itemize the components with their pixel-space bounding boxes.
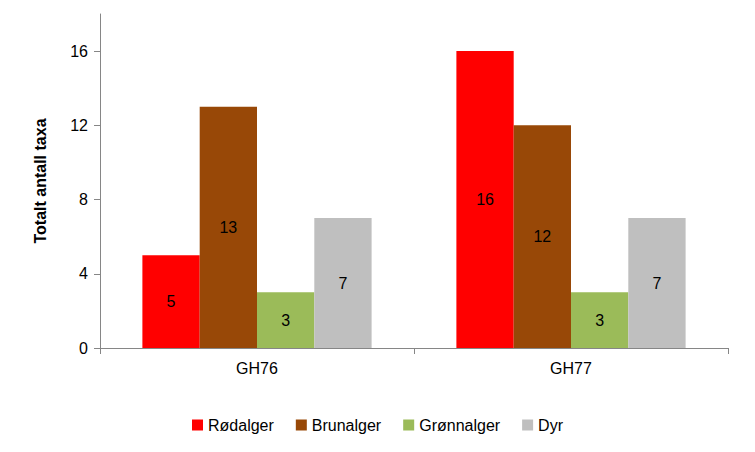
svg-text:5: 5 bbox=[167, 293, 176, 310]
svg-text:GH77: GH77 bbox=[550, 360, 592, 377]
svg-text:12: 12 bbox=[70, 117, 88, 134]
svg-text:Brunalger: Brunalger bbox=[312, 417, 382, 434]
svg-text:Totalt antall taxa: Totalt antall taxa bbox=[32, 118, 49, 243]
svg-text:16: 16 bbox=[70, 43, 88, 60]
svg-text:13: 13 bbox=[219, 219, 237, 236]
svg-text:7: 7 bbox=[653, 275, 662, 292]
svg-text:GH76: GH76 bbox=[236, 360, 278, 377]
svg-text:16: 16 bbox=[476, 191, 494, 208]
svg-text:3: 3 bbox=[281, 312, 290, 329]
svg-text:Dyr: Dyr bbox=[538, 417, 564, 434]
svg-text:8: 8 bbox=[79, 191, 88, 208]
svg-text:Grønnalger: Grønnalger bbox=[419, 417, 501, 434]
svg-text:Rødalger: Rødalger bbox=[208, 417, 274, 434]
svg-text:12: 12 bbox=[533, 228, 551, 245]
svg-text:7: 7 bbox=[339, 275, 348, 292]
svg-text:3: 3 bbox=[595, 312, 604, 329]
svg-text:0: 0 bbox=[79, 340, 88, 357]
svg-text:4: 4 bbox=[79, 265, 88, 282]
